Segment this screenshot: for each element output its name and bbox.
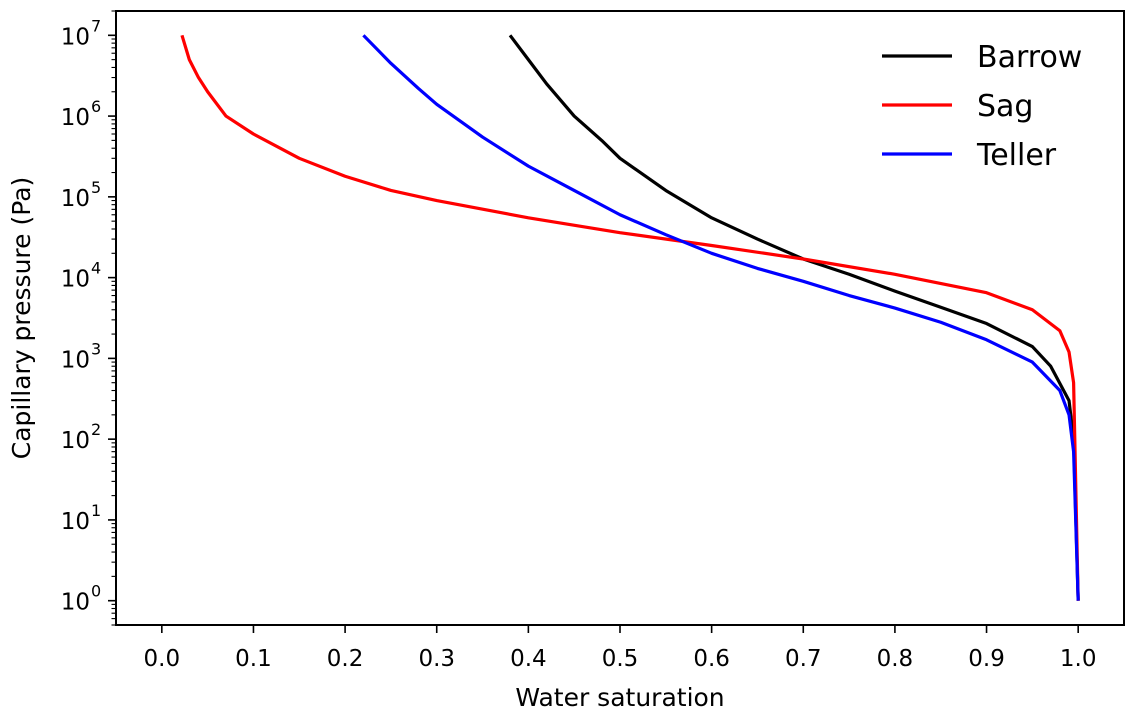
x-tick-label: 0.5 <box>602 646 639 672</box>
legend-label-teller: Teller <box>976 138 1057 173</box>
x-tick-label: 0.3 <box>418 646 455 672</box>
y-tick-exponent: 1 <box>91 501 101 520</box>
x-tick-label: 0.6 <box>693 646 730 672</box>
x-tick-label: 0.8 <box>877 646 914 672</box>
y-tick-exponent: 4 <box>91 259 101 278</box>
y-tick-label: 10 <box>61 590 90 616</box>
x-tick-label: 0.4 <box>510 646 547 672</box>
y-tick-exponent: 5 <box>91 178 101 197</box>
x-axis-label: Water saturation <box>515 683 724 712</box>
x-tick-label: 0.2 <box>327 646 364 672</box>
y-tick-label: 10 <box>61 267 90 293</box>
x-axis: 0.0 0.1 0.2 0.3 0.4 0.5 0.6 0.7 0.8 0.9 1.0 <box>144 625 1097 672</box>
y-tick-label: 10 <box>61 509 90 535</box>
y-tick-exponent: 7 <box>91 16 101 35</box>
x-tick-label: 1.0 <box>1060 646 1097 672</box>
x-tick-label: 0.9 <box>968 646 1005 672</box>
y-tick-exponent: 0 <box>91 582 101 601</box>
series-lines <box>180 34 1080 601</box>
y-tick-label: 10 <box>61 347 90 373</box>
y-tick-label: 10 <box>61 186 90 212</box>
y-tick-exponent: 6 <box>91 97 101 116</box>
x-tick-label: 0.0 <box>144 646 181 672</box>
legend-label-barrow: Barrow <box>977 40 1082 75</box>
series-line-sag <box>180 34 1080 601</box>
y-tick-label: 10 <box>61 24 90 50</box>
y-tick-exponent: 2 <box>91 420 101 439</box>
y-tick-exponent: 3 <box>91 339 101 358</box>
legend-label-sag: Sag <box>977 89 1033 124</box>
y-tick-label: 10 <box>61 105 90 131</box>
y-tick-label: 10 <box>61 428 90 454</box>
series-line-teller <box>362 34 1080 601</box>
legend: Barrow Sag Teller <box>882 40 1082 173</box>
x-tick-label: 0.1 <box>235 646 272 672</box>
y-axis-label: Capillary pressure (Pa) <box>7 177 36 460</box>
x-tick-label: 0.7 <box>785 646 822 672</box>
